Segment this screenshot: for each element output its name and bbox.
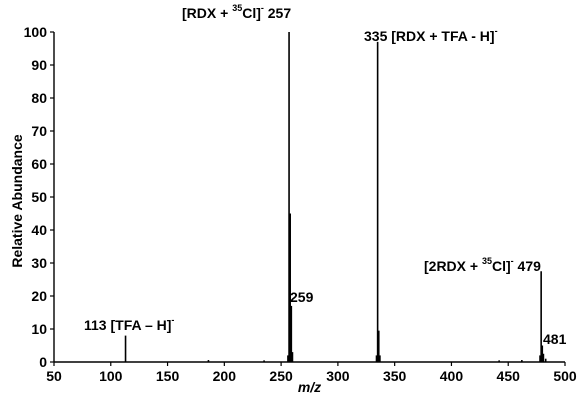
x-tick-label: 100 — [99, 368, 123, 384]
x-axis-label: m/z — [298, 379, 321, 395]
x-tick-label: 300 — [326, 368, 350, 384]
x-tick-label: 50 — [46, 368, 62, 384]
y-tick-label: 70 — [31, 123, 47, 139]
peak-annotations: 113 [TFA – H]- [RDX + 35Cl]- 257 259 335 [R… — [84, 3, 567, 347]
y-tick-label: 90 — [31, 57, 47, 73]
x-tick-label: 200 — [213, 368, 237, 384]
y-tick-label: 20 — [31, 288, 47, 304]
x-tick-label: 500 — [553, 368, 577, 384]
y-tick-label: 80 — [31, 90, 47, 106]
y-tick-label: 50 — [31, 189, 47, 205]
y-tick-label: 10 — [31, 321, 47, 337]
x-tick-label: 350 — [383, 368, 407, 384]
x-tick-label: 250 — [269, 368, 293, 384]
y-tick-label: 100 — [24, 24, 48, 40]
annotation-481: 481 — [543, 331, 567, 347]
y-axis-ticks: 0 10 20 30 40 50 60 70 80 90 100 — [24, 24, 54, 370]
x-tick-label: 150 — [156, 368, 180, 384]
spectrum-peaks — [124, 32, 547, 362]
x-tick-label: 400 — [440, 368, 464, 384]
annotation-479: [2RDX + 35Cl]- 479 — [424, 256, 541, 274]
annotation-259: 259 — [290, 289, 314, 305]
y-tick-label: 30 — [31, 255, 47, 271]
annotation-335: 335 [RDX + TFA - H]- — [364, 26, 498, 44]
annotation-113: 113 [TFA – H]- — [84, 315, 174, 333]
x-tick-label: 450 — [497, 368, 521, 384]
x-axis-ticks: 50 100 150 200 250 300 350 400 450 500 — [46, 362, 577, 384]
y-tick-label: 0 — [39, 354, 47, 370]
annotation-257: [RDX + 35Cl]- 257 — [182, 3, 291, 21]
y-tick-label: 40 — [31, 222, 47, 238]
y-tick-label: 60 — [31, 156, 47, 172]
axes — [53, 32, 565, 363]
y-axis-label: Relative Abundance — [9, 134, 25, 268]
